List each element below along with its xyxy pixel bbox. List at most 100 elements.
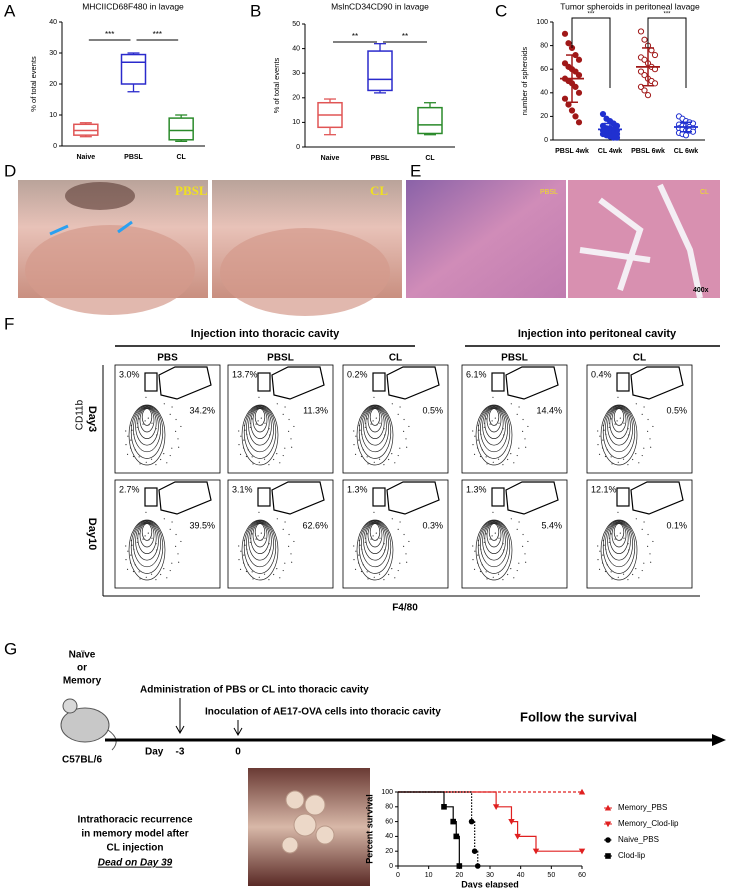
event-dot (516, 413, 518, 415)
event-dot (527, 540, 529, 543)
gate-percent: 14.4% (536, 405, 562, 415)
contour (613, 523, 625, 541)
y-tick-label: 100 (536, 19, 548, 26)
x-tick-label: CL 6wk (674, 148, 698, 155)
event-dot (518, 562, 520, 564)
event-dot (650, 561, 652, 563)
event-dot (288, 430, 290, 433)
contour (365, 522, 385, 554)
event-dot (268, 543, 270, 545)
photo-label: CL (700, 189, 709, 196)
event-dot (507, 458, 509, 461)
survival-step (398, 791, 497, 807)
significance-bracket (571, 17, 611, 88)
contour (482, 521, 506, 561)
event-dot (617, 461, 619, 463)
event-dot (242, 562, 245, 564)
y-tick-label: 20 (385, 848, 393, 855)
point (568, 107, 576, 114)
photo-detail (25, 225, 195, 315)
event-dot (131, 429, 133, 431)
contour (356, 519, 394, 581)
event-dot (252, 463, 254, 465)
event-dot (373, 396, 375, 398)
event-dot (483, 537, 486, 539)
event-dot (263, 458, 266, 460)
survival-point (578, 788, 586, 795)
event-dot (355, 435, 357, 437)
event-dot (643, 406, 645, 408)
contour (137, 522, 157, 554)
point (561, 60, 569, 67)
event-dot (403, 545, 405, 548)
event-dot (378, 458, 381, 460)
event-dot (238, 430, 240, 432)
event-dot (276, 568, 278, 570)
significance-label: *** (153, 30, 162, 39)
event-dot (617, 396, 619, 398)
event-dot (601, 562, 604, 564)
survival-point (492, 804, 500, 810)
contour (365, 407, 385, 439)
event-dot (597, 559, 599, 561)
gate (491, 372, 505, 392)
event-dot (264, 537, 266, 539)
event-dot (247, 449, 249, 451)
survival-point (474, 863, 481, 869)
event-dot (641, 454, 643, 457)
event-dot (403, 430, 405, 433)
event-dot (138, 533, 140, 535)
event-dot (163, 518, 165, 520)
event-dot (243, 539, 245, 542)
contour (367, 522, 383, 548)
event-dot (279, 462, 281, 464)
event-dot (148, 424, 150, 426)
gate (616, 487, 630, 507)
event-dot (627, 428, 629, 430)
photo-detail (579, 183, 703, 299)
y-tick-label: 80 (540, 42, 548, 49)
event-dot (276, 453, 278, 455)
event-dot (502, 464, 504, 466)
event-dot (647, 545, 649, 548)
event-dot (145, 511, 147, 513)
contour (248, 406, 272, 446)
column-label: PBSL (501, 353, 528, 364)
y-tick-label: 40 (540, 90, 548, 97)
x-tick-label: 60 (578, 872, 586, 879)
chart-title: MslnCD34CD90 in lavage (331, 1, 429, 11)
step-label: Follow the survival (520, 709, 637, 724)
x-tick-label: PBSL (124, 154, 143, 161)
event-dot (242, 447, 245, 449)
event-dot (129, 447, 132, 449)
event-dot (518, 406, 520, 408)
event-dot (610, 533, 612, 535)
event-dot (155, 543, 157, 545)
gate-percent: 2.7% (119, 484, 140, 494)
legend-marker (605, 853, 611, 859)
event-dot (147, 417, 149, 419)
contour (480, 405, 508, 453)
contour (613, 408, 625, 426)
event-dot (376, 424, 378, 426)
x-tick-label: CL (425, 155, 435, 162)
contour (130, 405, 164, 459)
y-tick-label: 30 (292, 70, 300, 77)
legend-label: Naive_PBS (618, 835, 659, 844)
contour (475, 519, 513, 581)
event-dot (483, 426, 485, 428)
event-dot (507, 573, 509, 576)
event-dot (358, 554, 360, 556)
box (120, 53, 147, 85)
event-dot (130, 554, 132, 556)
event-dot (130, 424, 132, 427)
contour (488, 523, 500, 541)
event-dot (510, 453, 512, 455)
x-tick-label: 20 (455, 872, 463, 879)
event-dot (616, 535, 618, 537)
y-axis-label: number of spheroids (520, 47, 529, 116)
event-dot (394, 462, 396, 464)
event-dot (397, 454, 399, 457)
event-dot (605, 548, 607, 550)
event-dot (354, 453, 357, 455)
